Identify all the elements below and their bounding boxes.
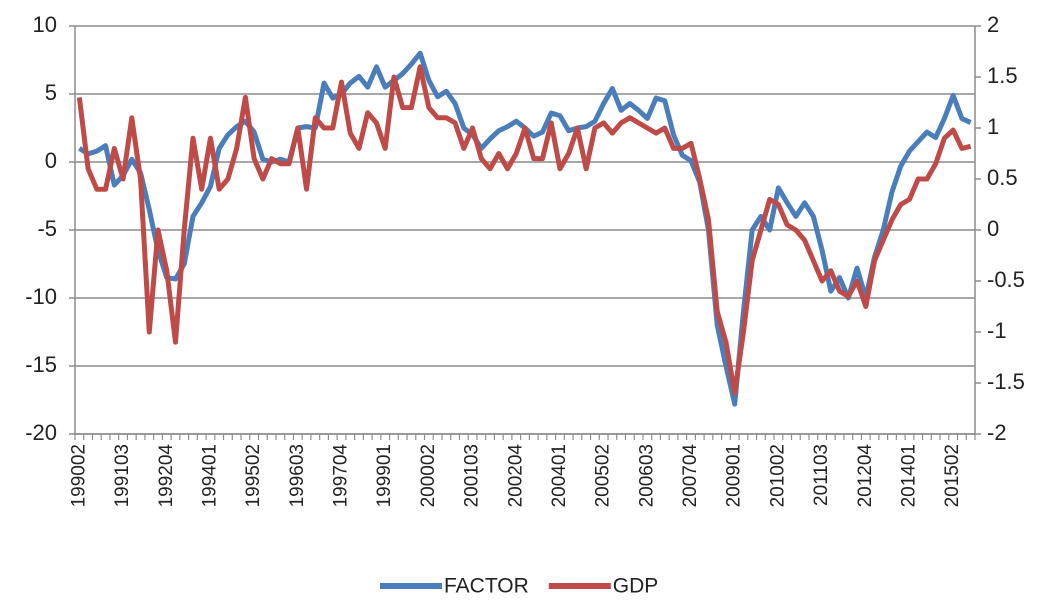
y2-tick-label: 0 (987, 216, 999, 241)
series-line (76, 64, 972, 396)
y-tick-label: 0 (45, 148, 57, 173)
series-line (78, 50, 972, 407)
x-tick-label: 201002 (767, 444, 788, 507)
x-tick-label: 200704 (680, 444, 701, 508)
y-tick-label: -15 (25, 352, 57, 377)
legend-label: GDP (613, 575, 659, 598)
y2-tick-label: 0.5 (987, 165, 1018, 190)
y2-tick-label: -2 (987, 420, 1007, 445)
y-tick-label: 5 (45, 80, 57, 105)
y2-tick-label: -0.5 (987, 267, 1025, 292)
x-tick-label: 201401 (898, 444, 919, 507)
y2-tick-label: 2 (987, 12, 999, 37)
x-tick-label: 199901 (374, 444, 395, 507)
y2-tick-label: -1 (987, 318, 1007, 343)
y-tick-label: 10 (33, 12, 57, 37)
y2-tick-label: 1.5 (987, 63, 1018, 88)
x-tick-label: 200204 (505, 444, 526, 508)
x-tick-label: 200401 (549, 444, 570, 507)
x-tick-label: 200603 (636, 444, 657, 507)
x-tick-label: 199401 (199, 444, 220, 507)
x-tick-label: 199204 (156, 444, 177, 508)
x-tick-label: 201103 (811, 444, 832, 506)
x-tick-label: 199502 (243, 444, 264, 507)
x-tick-label: 199704 (331, 444, 352, 508)
legend-label: FACTOR (444, 575, 529, 598)
x-tick-label: 199002 (68, 444, 89, 507)
x-tick-label: 200502 (593, 444, 614, 507)
x-tick-label: 199603 (287, 444, 308, 507)
x-tick-label: 200103 (462, 444, 483, 507)
x-tick-label: 201502 (942, 444, 963, 507)
x-tick-label: 201204 (855, 444, 876, 508)
x-tick-label: 200901 (724, 444, 745, 507)
y-tick-label: -20 (25, 420, 57, 445)
x-tick-label: 200002 (418, 444, 439, 507)
y-tick-label: -5 (37, 216, 57, 241)
y-tick-label: -10 (25, 284, 57, 309)
y2-tick-label: -1.5 (987, 369, 1025, 394)
x-tick-label: 199103 (112, 444, 133, 507)
y2-tick-label: 1 (987, 114, 999, 139)
